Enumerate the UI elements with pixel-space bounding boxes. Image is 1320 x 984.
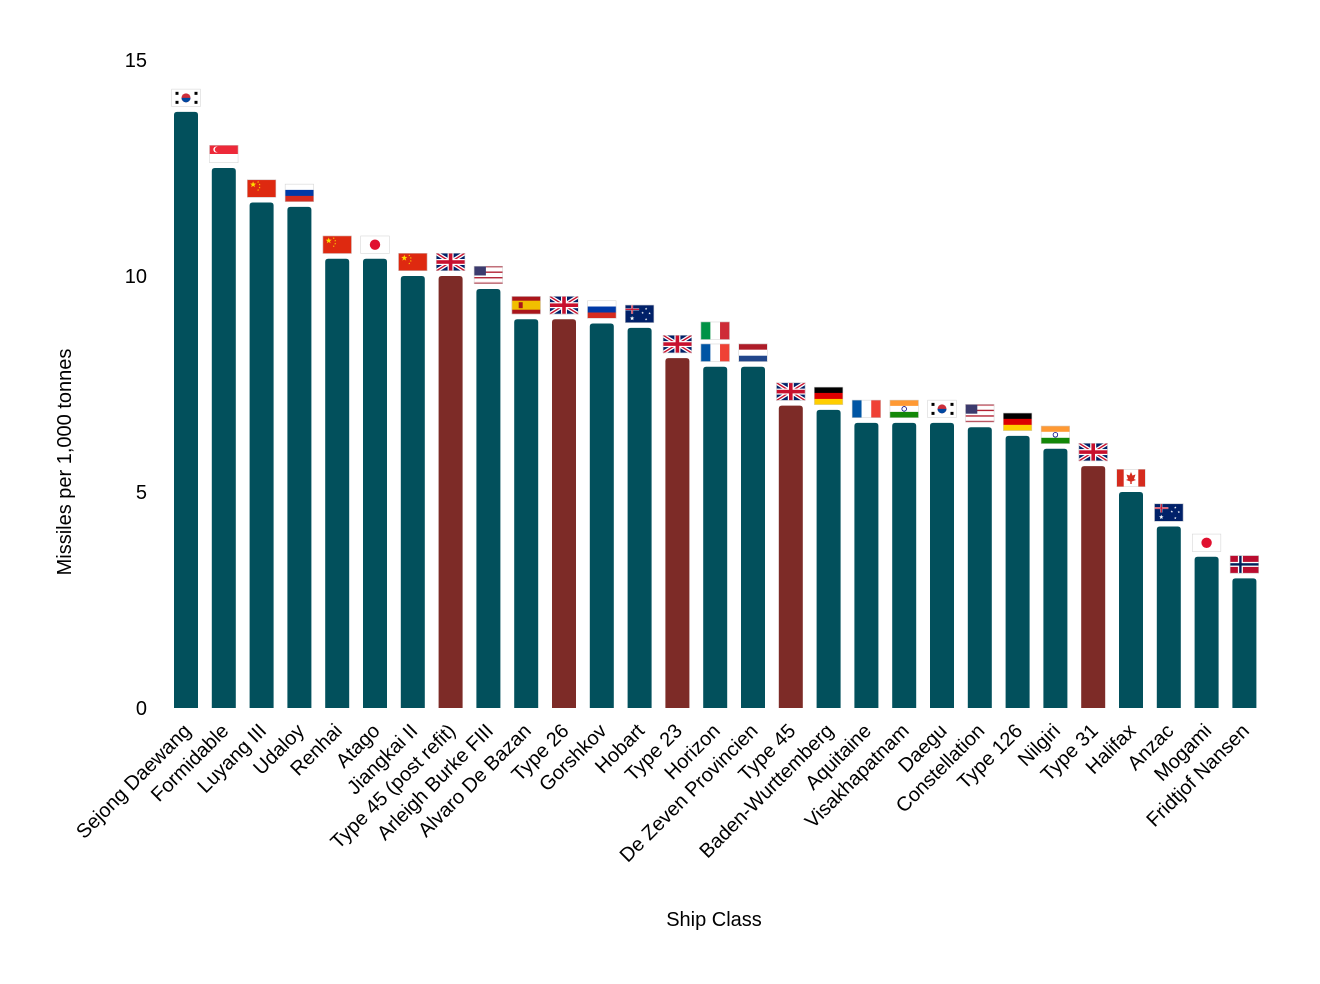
x-axis-title: Ship Class (666, 909, 762, 931)
flag-fr-icon (700, 343, 730, 362)
bar (325, 258, 350, 708)
bar (1081, 466, 1106, 708)
bar (363, 258, 387, 708)
bar (741, 366, 765, 708)
flag-in-icon (1040, 425, 1070, 444)
flag-gb-icon (549, 296, 579, 315)
bar (1043, 448, 1068, 708)
flag-ru-icon (284, 183, 314, 202)
bar (552, 319, 576, 708)
flag-cn-icon (398, 253, 428, 271)
bar (930, 422, 954, 708)
flag-de-icon (1003, 412, 1033, 431)
flag-ru-icon (587, 300, 617, 319)
flag-cn-icon (322, 235, 352, 254)
flag-jp-icon (360, 235, 390, 254)
bar (816, 409, 841, 708)
flag-no-icon (1229, 555, 1259, 574)
bar (1156, 526, 1181, 708)
bar (287, 206, 312, 708)
bar (476, 288, 501, 708)
bar (703, 366, 728, 708)
y-tick-label: 0 (136, 698, 147, 720)
y-axis-ticks: 0 5 10 15 (125, 50, 147, 720)
bar (665, 358, 690, 708)
flag-nl-icon (738, 343, 768, 362)
bar (1232, 578, 1257, 708)
flags (171, 88, 1259, 574)
flag-fr-icon (851, 399, 881, 418)
bar (627, 327, 652, 708)
bar (211, 168, 236, 708)
flag-au-icon (1154, 503, 1184, 522)
y-tick-label: 15 (125, 50, 147, 72)
flag-de-icon (814, 386, 844, 405)
y-tick-label: 5 (136, 482, 147, 504)
bar (1005, 435, 1030, 708)
flag-gb-icon (776, 382, 806, 401)
bar (778, 405, 803, 708)
flag-in-icon (889, 399, 919, 418)
bar (1194, 556, 1219, 708)
bar (589, 323, 614, 708)
y-axis-title: Missiles per 1,000 tonnes (54, 349, 76, 576)
flag-us-icon (473, 265, 503, 284)
bar (854, 422, 879, 708)
flag-gb-icon (436, 253, 466, 271)
bars (174, 111, 1257, 709)
flag-gb-icon (662, 335, 692, 354)
flag-jp-icon (1192, 533, 1222, 552)
flag-us-icon (965, 404, 995, 423)
flag-sg-icon (209, 145, 239, 163)
flag-es-icon (511, 296, 541, 315)
bar (892, 422, 917, 708)
bar (249, 202, 274, 708)
bar (514, 319, 539, 708)
flag-gb-icon (1078, 443, 1108, 462)
flag-au-icon (625, 304, 655, 323)
bar (1119, 492, 1143, 708)
flag-cn-icon (247, 179, 277, 198)
flag-kr-icon (927, 399, 957, 418)
flag-it-icon (700, 321, 730, 340)
y-tick-label: 10 (125, 266, 147, 288)
bar (967, 427, 992, 708)
flag-ca-icon (1116, 469, 1146, 487)
flag-kr-icon (171, 88, 201, 107)
bar (400, 276, 425, 708)
bar (438, 276, 463, 708)
bar (174, 111, 198, 709)
